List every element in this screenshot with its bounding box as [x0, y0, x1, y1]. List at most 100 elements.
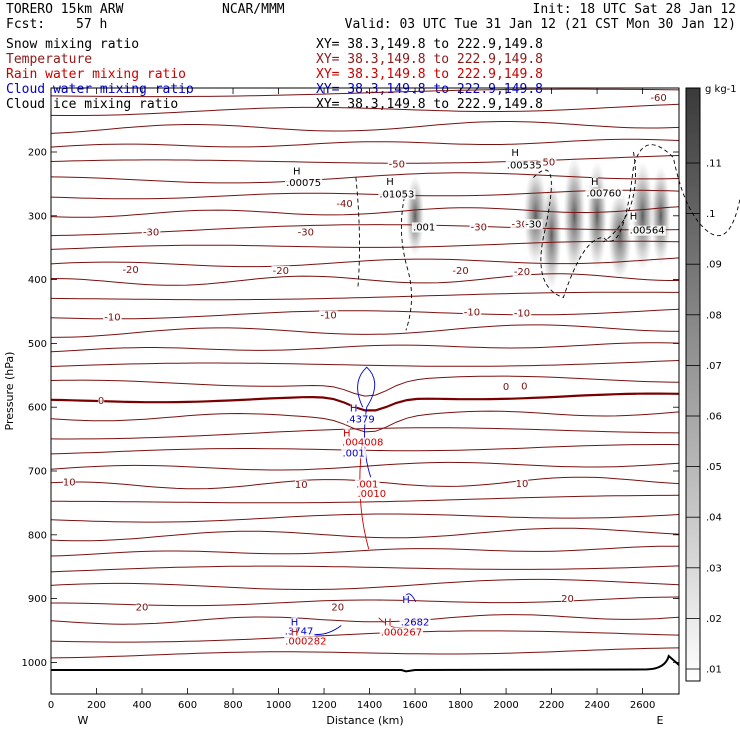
y-tick-label: 700 [28, 467, 47, 478]
temperature-contour-line [51, 494, 680, 504]
temperature-label-bg [271, 265, 291, 276]
field-name: Cloud ice mixing ratio [6, 97, 178, 112]
colorbar-tick-label: .07 [706, 361, 722, 372]
cloud-water-label: .2682 [401, 617, 430, 628]
temperature-contour-line [50, 257, 680, 268]
rain-label-bg [341, 437, 385, 448]
cloud-water-label-bg [399, 617, 431, 628]
snow-label: .00760 [586, 189, 621, 200]
fcst-value: 57 h [76, 17, 107, 32]
snow-label: H [511, 148, 519, 159]
temperature-label-bg [141, 227, 161, 238]
temperature-label-bg [469, 222, 489, 233]
y-tick-label: 300 [28, 211, 47, 222]
temperature-contour-line [50, 88, 680, 98]
y-axis-label: Pressure (hPa) [3, 352, 16, 431]
snow-label: H [386, 177, 394, 188]
temperature-label: -30 [143, 228, 159, 239]
rain-label-bg [384, 617, 391, 628]
y-tick-label: 400 [28, 275, 47, 286]
temperature-label-bg [512, 267, 532, 278]
temperature-contour-line [50, 545, 679, 557]
temperature-contour-line [50, 189, 680, 200]
temperature-label: -10 [464, 307, 480, 318]
snow-label: .00075 [286, 178, 321, 189]
field-name: Snow mixing ratio [6, 37, 139, 52]
y-tick-label: 900 [28, 594, 47, 605]
temperature-contour-line [50, 647, 680, 659]
temperature-label: -30 [471, 222, 487, 233]
temperature-contour-line [50, 172, 680, 184]
cloud-water-label: .001 [342, 448, 364, 459]
snow-label: .01053 [379, 189, 414, 200]
snow-label-bg [378, 189, 416, 200]
temperature-contour-line [50, 614, 680, 625]
snow-contour-line [355, 177, 360, 288]
cloud-water-label-bg [291, 617, 298, 628]
snow-label-bg [505, 160, 543, 171]
temperature-contour-line [50, 240, 680, 250]
field-xy: XY= 38.3,149.8 to 222.9,149.8 [316, 97, 543, 112]
cloud-water-label: .3747 [285, 626, 314, 637]
snow-shade-blob [406, 175, 425, 256]
colorbar-tick-label: .01 [706, 665, 722, 676]
rain-label: .004008 [342, 437, 383, 448]
rain-label: .0010 [358, 489, 387, 500]
temperature-label-bg [451, 265, 470, 276]
temperature-contour-line [50, 342, 680, 353]
temperature-contour-line [50, 206, 680, 218]
x-tick-label: 1800 [448, 700, 473, 711]
colorbar-unit: g kg-1 [705, 84, 737, 95]
colorbar-tick-label: .03 [706, 563, 722, 574]
x-tick-label: 400 [132, 700, 151, 711]
temperature-label-bg [510, 219, 530, 230]
temperature-label-bg [462, 307, 482, 318]
temperature-label: 0 [521, 381, 527, 392]
colorbar: .01 .02 .03 .04 .05 .06 .07 .08 .09 .1 .11 g kg-1 [685, 84, 737, 682]
rain-label-bg [379, 627, 424, 638]
x-tick-label: 1000 [266, 700, 291, 711]
snow-label-bg [630, 211, 637, 222]
temperature-label: -50 [389, 159, 405, 170]
x-tick-label: 1200 [311, 700, 336, 711]
terrain-path [51, 654, 680, 673]
snow-label: H [630, 212, 638, 223]
snow-label-bg [512, 147, 519, 158]
cloud-water-label-bg [350, 403, 357, 414]
temperature-label-bg [296, 227, 316, 238]
colorbar-tick-label: .08 [706, 310, 722, 321]
temperature-label-bg [387, 159, 407, 170]
snow-shade-blob [650, 165, 671, 266]
temperature-label-bg [103, 312, 122, 323]
rain-label: .001 [356, 480, 378, 491]
snow-label: -30 [525, 219, 541, 230]
temperature-label: 10 [63, 478, 76, 489]
field-name: Cloud water mixing ratio [6, 82, 194, 97]
temperature-label: -10 [514, 309, 530, 320]
colorbar-tick-label: .1 [706, 209, 716, 220]
rain-label: .000282 [285, 637, 326, 648]
colorbar-tick-label: .05 [706, 462, 722, 473]
temperature-label: -50 [539, 157, 555, 168]
temperature-label-bg [335, 198, 354, 209]
y-tick-label: 1000 [22, 658, 47, 669]
temperature-label-bg [63, 477, 76, 488]
cloud-water-label-bg [402, 595, 410, 606]
snow-label: .00564 [630, 226, 665, 237]
y-tick-label: 200 [28, 148, 47, 159]
temperature-label-bg [295, 480, 308, 491]
field-list: Snow mixing ratio XY= 38.3,149.8 to 222.9… [6, 37, 543, 112]
temperature-label: 0 [98, 396, 104, 407]
temperature-label: 20 [331, 603, 344, 614]
snow-label-bg [628, 225, 666, 236]
temperature-label: 0 [503, 382, 509, 393]
temperature-label-bg [319, 310, 338, 321]
snow-contour-line [533, 144, 740, 299]
rain-label-bg [284, 636, 328, 647]
field-xy: XY= 38.3,149.8 to 222.9,149.8 [316, 37, 543, 52]
field-xy: XY= 38.3,149.8 to 222.9,149.8 [316, 82, 543, 97]
temperature-contour-line [50, 375, 680, 397]
temperature-contour-line [51, 596, 680, 607]
x-tick-label: 600 [178, 700, 197, 711]
snow-label-bg [386, 177, 394, 188]
